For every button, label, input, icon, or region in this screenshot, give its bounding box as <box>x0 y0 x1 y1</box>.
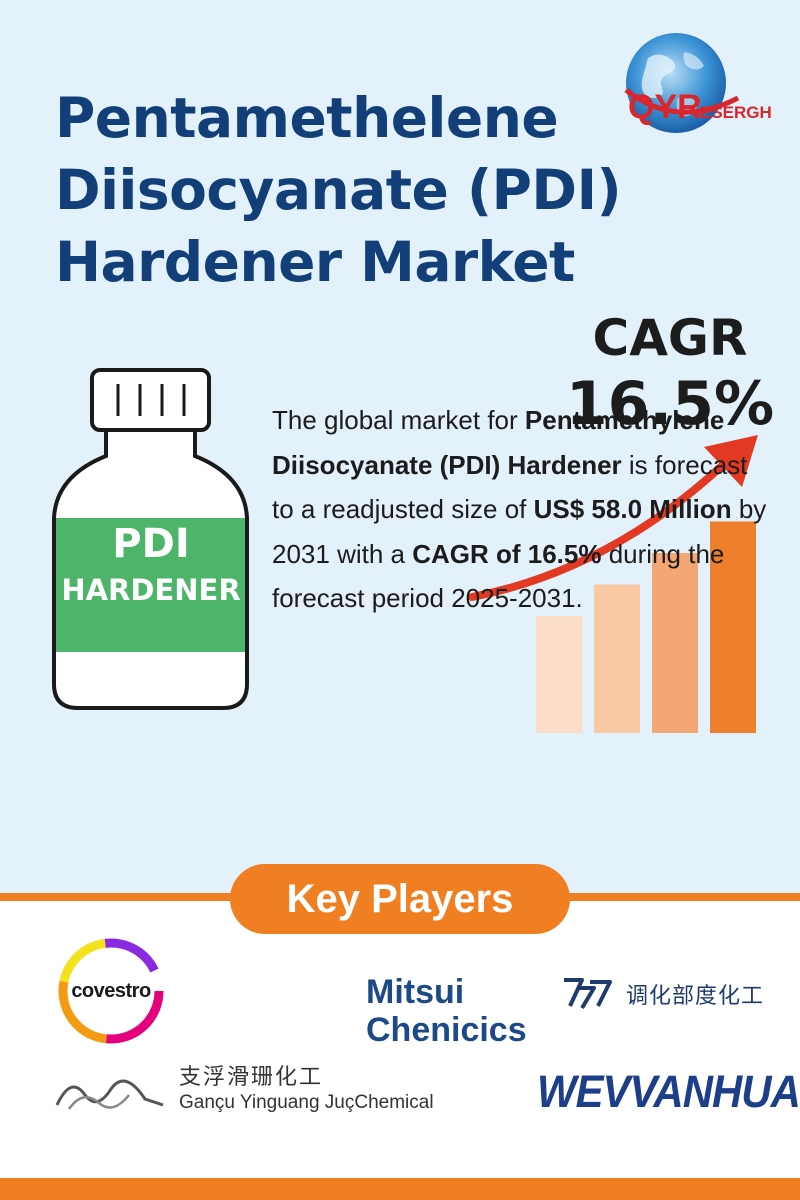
growth-bar <box>652 553 698 733</box>
qyr-logo: QYR ESERGH <box>624 33 772 133</box>
bottle-label <box>56 518 245 652</box>
desc-cagr: CAGR of 16.5% <box>412 538 602 569</box>
desc-intro: The global market for <box>272 405 518 435</box>
footer-bar <box>0 1178 800 1200</box>
key-players-heading: Key Players <box>230 864 570 934</box>
bottle-cap <box>90 368 211 432</box>
market-description: The global market for Pentamethylene Dii… <box>272 398 772 621</box>
growth-bar <box>594 584 640 733</box>
page-title: Pentamethelene Diisocyanate (PDI) Harden… <box>55 82 675 298</box>
gansu-cn-name: 支浮滑珊化工 <box>179 1065 324 1090</box>
cn-chemical-logo: 调化部度化工 <box>560 976 764 1012</box>
wanhua-logo: WEVVANHUA <box>537 1066 800 1117</box>
mitsui-line-2: Chenicics <box>366 1011 527 1049</box>
bottle-label-text: PDI HARDENER <box>56 518 246 610</box>
covestro-ring-icon <box>58 938 164 1044</box>
cagr-value: 16.5% <box>565 369 775 439</box>
gansu-en-name: Gançu Yinguang JuçChemical <box>179 1092 434 1113</box>
desc-period: during the forecast period 2025-2031. <box>272 538 725 614</box>
bird-emblem-icon <box>564 978 612 1010</box>
cagr-label: CAGR <box>592 309 748 367</box>
bottle-label-line-2: HARDENER <box>61 573 241 607</box>
covestro-name: covestro <box>71 980 151 1002</box>
svg-text:QYR: QYR <box>628 88 702 126</box>
bottle-label-line-1: PDI <box>112 521 190 567</box>
mitsui-line-1: Mitsui <box>366 973 465 1011</box>
title-line-2: Diisocyanate (PDI) <box>55 158 622 222</box>
cagr-callout: CAGR 16.5% <box>560 308 780 440</box>
desc-forecast-text: is forecast to a readjusted size of <box>272 449 748 525</box>
desc-year-text: by 2031 with a <box>272 494 767 569</box>
pdi-bottle-illustration <box>52 368 249 710</box>
mountain-icon <box>55 1079 164 1110</box>
gansu-logo: 支浮滑珊化工 Gançu Yinguang JuçChemical <box>55 1065 434 1115</box>
cn-company-name: 调化部度化工 <box>626 984 765 1009</box>
growth-bar <box>710 521 756 733</box>
growth-arrow-head-icon <box>704 435 758 487</box>
growth-arrow-line <box>468 459 729 601</box>
growth-graphic <box>468 435 758 733</box>
growth-bar <box>536 616 582 733</box>
desc-product-name: Pentamethylene Diisocyanate (PDI) Harden… <box>272 405 725 480</box>
title-line-3: Hardener Market <box>55 230 575 294</box>
svg-text:ESERGH: ESERGH <box>700 103 772 122</box>
title-line-1: Pentamethelene <box>55 86 559 150</box>
desc-market-size: US$ 58.0 Million <box>533 494 732 524</box>
covestro-logo: covestro <box>55 935 167 1047</box>
mitsui-logo: Mitsui Chenicics <box>366 973 527 1049</box>
